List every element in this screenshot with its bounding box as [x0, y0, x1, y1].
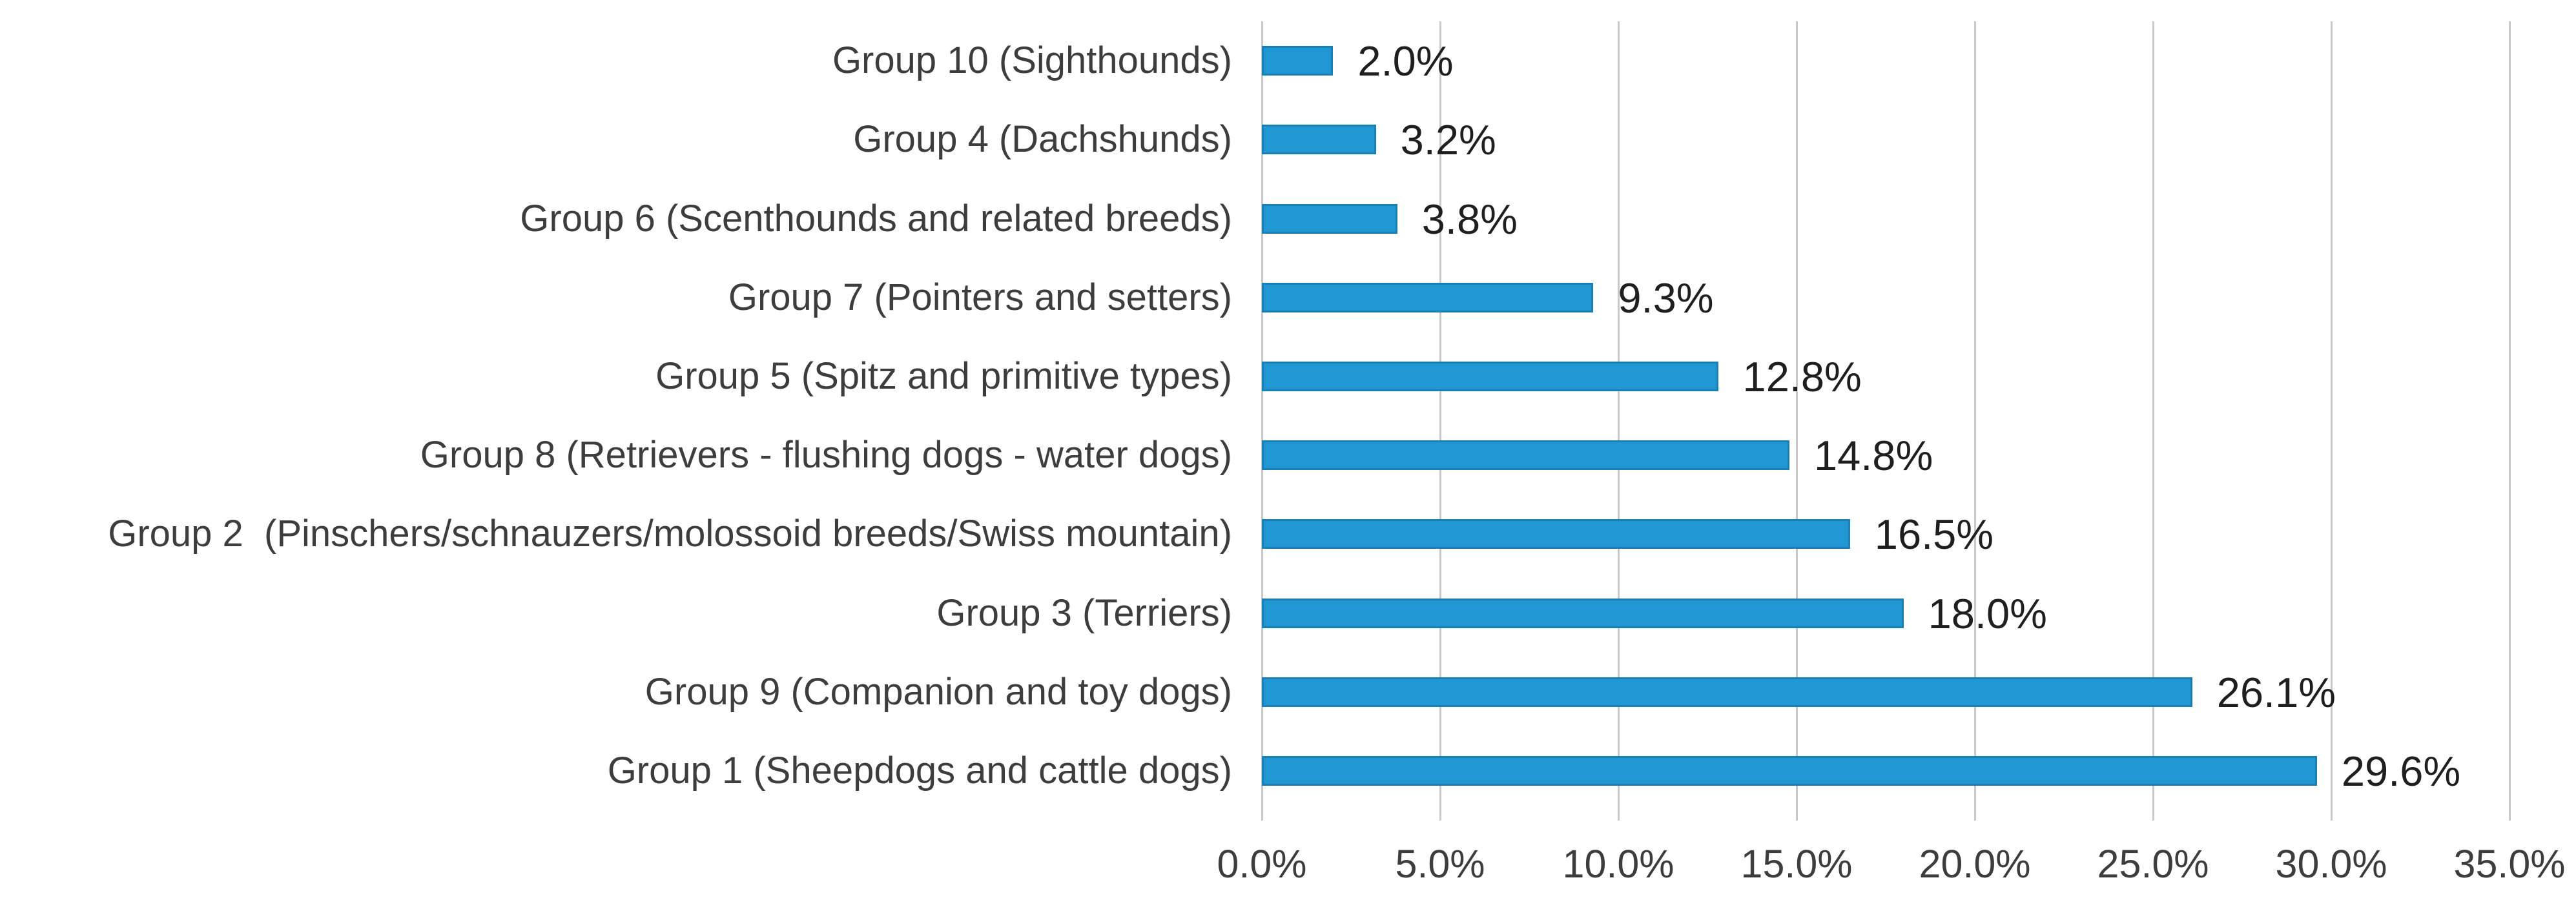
- category-label: Group 7 (Pointers and setters): [728, 276, 1232, 318]
- bar-data-label: 16.5%: [1874, 511, 1994, 558]
- gridline: [2508, 21, 2511, 810]
- category-label: Group 2 (Pinschers/schnauzers/molossoid …: [108, 513, 1232, 555]
- bar-data-label: 9.3%: [1618, 274, 1714, 322]
- axis-tick-mark: [2508, 810, 2511, 821]
- category-label: Group 9 (Companion and toy dogs): [644, 670, 1232, 713]
- bar-data-label: 26.1%: [2216, 668, 2336, 716]
- category-label: Group 5 (Spitz and primitive types): [655, 354, 1232, 397]
- gridline: [1973, 21, 1976, 810]
- bar-data-label: 29.6%: [2341, 747, 2461, 795]
- bar-data-label: 12.8%: [1742, 353, 1862, 400]
- gridline: [2330, 21, 2333, 810]
- category-label: Group 1 (Sheepdogs and cattle dogs): [607, 749, 1232, 792]
- gridline: [1261, 21, 1263, 810]
- category-label: Group 4 (Dachshunds): [853, 118, 1232, 161]
- bar: [1262, 677, 2192, 707]
- bar-data-label: 14.8%: [1813, 432, 1933, 480]
- axis-tick-mark: [2330, 810, 2333, 821]
- category-label: Group 10 (Sighthounds): [832, 39, 1232, 82]
- x-axis-tick-label: 10.0%: [1562, 842, 1674, 886]
- x-axis-tick-label: 20.0%: [1919, 842, 2031, 886]
- bar-data-label: 3.2%: [1400, 116, 1496, 164]
- bar: [1262, 755, 2317, 786]
- category-label: Group 3 (Terriers): [936, 591, 1232, 634]
- bar: [1262, 440, 1789, 471]
- axis-tick-mark: [1973, 810, 1976, 821]
- bar-data-label: 3.8%: [1421, 195, 1518, 243]
- bar-data-label: 2.0%: [1357, 37, 1454, 85]
- x-axis-tick-label: 30.0%: [2275, 842, 2387, 886]
- bar: [1262, 282, 1594, 312]
- bar-data-label: 18.0%: [1928, 589, 2047, 637]
- category-label: Group 8 (Retrievers - flushing dogs - wa…: [420, 434, 1232, 476]
- axis-tick-mark: [1439, 810, 1441, 821]
- x-axis-tick-label: 25.0%: [2097, 842, 2209, 886]
- gridline: [1439, 21, 1441, 810]
- axis-tick-mark: [1795, 810, 1798, 821]
- x-axis-tick-label: 15.0%: [1740, 842, 1853, 886]
- x-axis-tick-label: 35.0%: [2453, 842, 2566, 886]
- bar: [1262, 125, 1376, 155]
- gridline: [1795, 21, 1798, 810]
- bar: [1262, 46, 1334, 76]
- axis-tick-mark: [1261, 810, 1263, 821]
- x-axis-tick-label: 5.0%: [1395, 842, 1485, 886]
- x-axis-tick-label: 0.0%: [1217, 842, 1307, 886]
- bar: [1262, 203, 1397, 234]
- bar: [1262, 598, 1904, 628]
- axis-tick-mark: [1617, 810, 1620, 821]
- gridline: [1617, 21, 1620, 810]
- axis-tick-mark: [2152, 810, 2154, 821]
- category-label: Group 6 (Scenthounds and related breeds): [520, 197, 1232, 240]
- gridline: [2152, 21, 2154, 810]
- bar: [1262, 519, 1850, 549]
- bar: [1262, 361, 1718, 391]
